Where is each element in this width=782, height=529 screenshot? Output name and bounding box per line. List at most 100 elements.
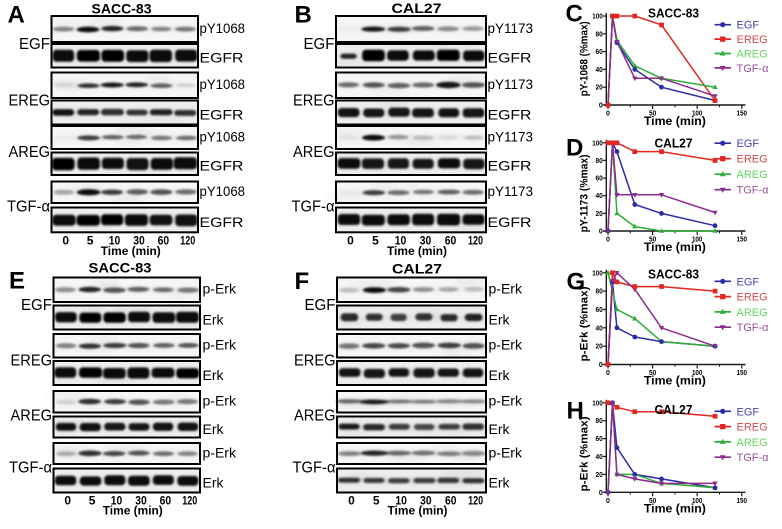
svg-text:EGF: EGF <box>737 138 760 150</box>
svg-text:40: 40 <box>596 454 603 461</box>
svg-text:pY-1173 (%max): pY-1173 (%max) <box>579 154 591 232</box>
svg-text:p-Erk: p-Erk <box>203 337 237 353</box>
svg-text:TGF-α: TGF-α <box>737 185 770 197</box>
svg-text:0: 0 <box>606 498 610 505</box>
svg-text:AREG: AREG <box>737 169 768 181</box>
svg-text:Time (min): Time (min) <box>644 374 706 388</box>
svg-text:EGF: EGF <box>21 297 52 314</box>
svg-text:pY-1068 (%max): pY-1068 (%max) <box>579 21 591 96</box>
svg-text:EREG: EREG <box>737 292 768 304</box>
svg-text:Time (min): Time (min) <box>103 503 163 517</box>
svg-text:pY1068: pY1068 <box>200 76 246 92</box>
svg-text:EGFR: EGFR <box>488 158 532 174</box>
svg-text:pY1173: pY1173 <box>488 76 534 92</box>
svg-text:EGF: EGF <box>304 36 335 53</box>
svg-text:p-Erk (%max): p-Erk (%max) <box>579 286 591 361</box>
svg-text:EREG: EREG <box>737 34 768 46</box>
svg-text:Erk: Erk <box>203 475 225 491</box>
svg-text:150: 150 <box>737 498 748 505</box>
svg-text:p-Erk: p-Erk <box>489 281 523 297</box>
svg-text:120: 120 <box>468 494 483 508</box>
svg-text:pY1068: pY1068 <box>200 20 246 36</box>
svg-text:p-Erk: p-Erk <box>489 444 523 460</box>
svg-text:0: 0 <box>599 103 603 110</box>
svg-text:EREG: EREG <box>293 92 335 109</box>
svg-text:CAL27: CAL27 <box>392 260 442 276</box>
svg-text:EGF: EGF <box>737 20 760 32</box>
svg-text:100: 100 <box>692 370 703 377</box>
svg-text:E: E <box>9 268 25 295</box>
svg-text:10: 10 <box>395 494 407 508</box>
svg-text:10: 10 <box>395 234 407 248</box>
svg-text:60: 60 <box>445 234 457 248</box>
svg-text:D: D <box>566 134 583 161</box>
svg-text:B: B <box>295 2 312 29</box>
svg-text:EGFR: EGFR <box>488 50 532 66</box>
svg-text:SACC-83: SACC-83 <box>648 267 699 282</box>
svg-text:20: 20 <box>596 472 603 479</box>
svg-text:20: 20 <box>596 85 603 92</box>
svg-text:0: 0 <box>599 362 603 369</box>
svg-text:pY1068: pY1068 <box>200 183 246 199</box>
svg-text:CAL27: CAL27 <box>655 135 693 150</box>
svg-text:p-Erk: p-Erk <box>203 281 237 297</box>
svg-text:60: 60 <box>596 436 603 443</box>
svg-text:80: 80 <box>596 158 603 165</box>
svg-text:G: G <box>567 269 586 296</box>
svg-text:5: 5 <box>89 494 96 508</box>
svg-text:p-Erk: p-Erk <box>203 444 237 460</box>
svg-text:EGFR: EGFR <box>200 50 244 66</box>
svg-text:150: 150 <box>737 111 748 118</box>
svg-text:100: 100 <box>692 498 703 505</box>
svg-text:EGFR: EGFR <box>200 158 244 174</box>
svg-text:AREG: AREG <box>737 437 768 449</box>
svg-text:pY1068: pY1068 <box>200 128 246 144</box>
svg-text:Time (min): Time (min) <box>644 114 706 128</box>
svg-text:Time (min): Time (min) <box>388 503 448 517</box>
svg-text:CAL27: CAL27 <box>392 0 442 16</box>
svg-text:AREG: AREG <box>294 408 336 425</box>
svg-text:AREG: AREG <box>9 144 51 161</box>
svg-text:TGF-α: TGF-α <box>292 198 335 215</box>
svg-text:100: 100 <box>692 111 703 118</box>
svg-text:F: F <box>295 268 310 295</box>
svg-text:EGF: EGF <box>737 406 760 418</box>
svg-text:pY1173: pY1173 <box>488 20 534 36</box>
svg-text:50: 50 <box>649 111 656 118</box>
svg-text:0: 0 <box>606 370 610 377</box>
svg-text:p-Erk: p-Erk <box>203 393 237 409</box>
svg-text:EREG: EREG <box>737 154 768 166</box>
svg-text:5: 5 <box>373 494 380 508</box>
svg-text:20: 20 <box>596 211 603 218</box>
svg-text:EREG: EREG <box>737 422 768 434</box>
svg-text:H: H <box>567 398 584 425</box>
svg-text:TGF-α: TGF-α <box>9 459 52 476</box>
svg-text:Time (min): Time (min) <box>644 501 706 515</box>
svg-text:0: 0 <box>606 237 610 244</box>
svg-text:5: 5 <box>372 234 379 248</box>
svg-text:EGFR: EGFR <box>488 214 532 230</box>
svg-text:p-Erk (%max): p-Erk (%max) <box>579 416 591 491</box>
svg-text:60: 60 <box>445 494 457 508</box>
svg-text:Erk: Erk <box>489 421 511 437</box>
svg-text:5: 5 <box>87 234 94 248</box>
svg-text:100: 100 <box>592 400 603 407</box>
svg-text:EREG: EREG <box>9 92 51 109</box>
svg-text:0: 0 <box>347 234 354 248</box>
svg-text:10: 10 <box>111 494 123 508</box>
svg-text:TGF-α: TGF-α <box>7 198 50 215</box>
svg-text:100: 100 <box>592 14 603 21</box>
svg-text:40: 40 <box>596 67 603 74</box>
svg-text:80: 80 <box>596 418 603 425</box>
svg-text:0: 0 <box>599 229 603 236</box>
svg-text:pY1173: pY1173 <box>488 128 534 144</box>
svg-text:EGFR: EGFR <box>488 107 532 123</box>
svg-text:150: 150 <box>737 370 748 377</box>
svg-text:C: C <box>566 1 583 28</box>
svg-text:0: 0 <box>348 494 355 508</box>
svg-text:50: 50 <box>649 237 656 244</box>
svg-text:EGFR: EGFR <box>200 214 244 230</box>
svg-text:AREG: AREG <box>293 144 335 161</box>
svg-text:EREG: EREG <box>294 352 336 369</box>
svg-text:60: 60 <box>596 176 603 183</box>
